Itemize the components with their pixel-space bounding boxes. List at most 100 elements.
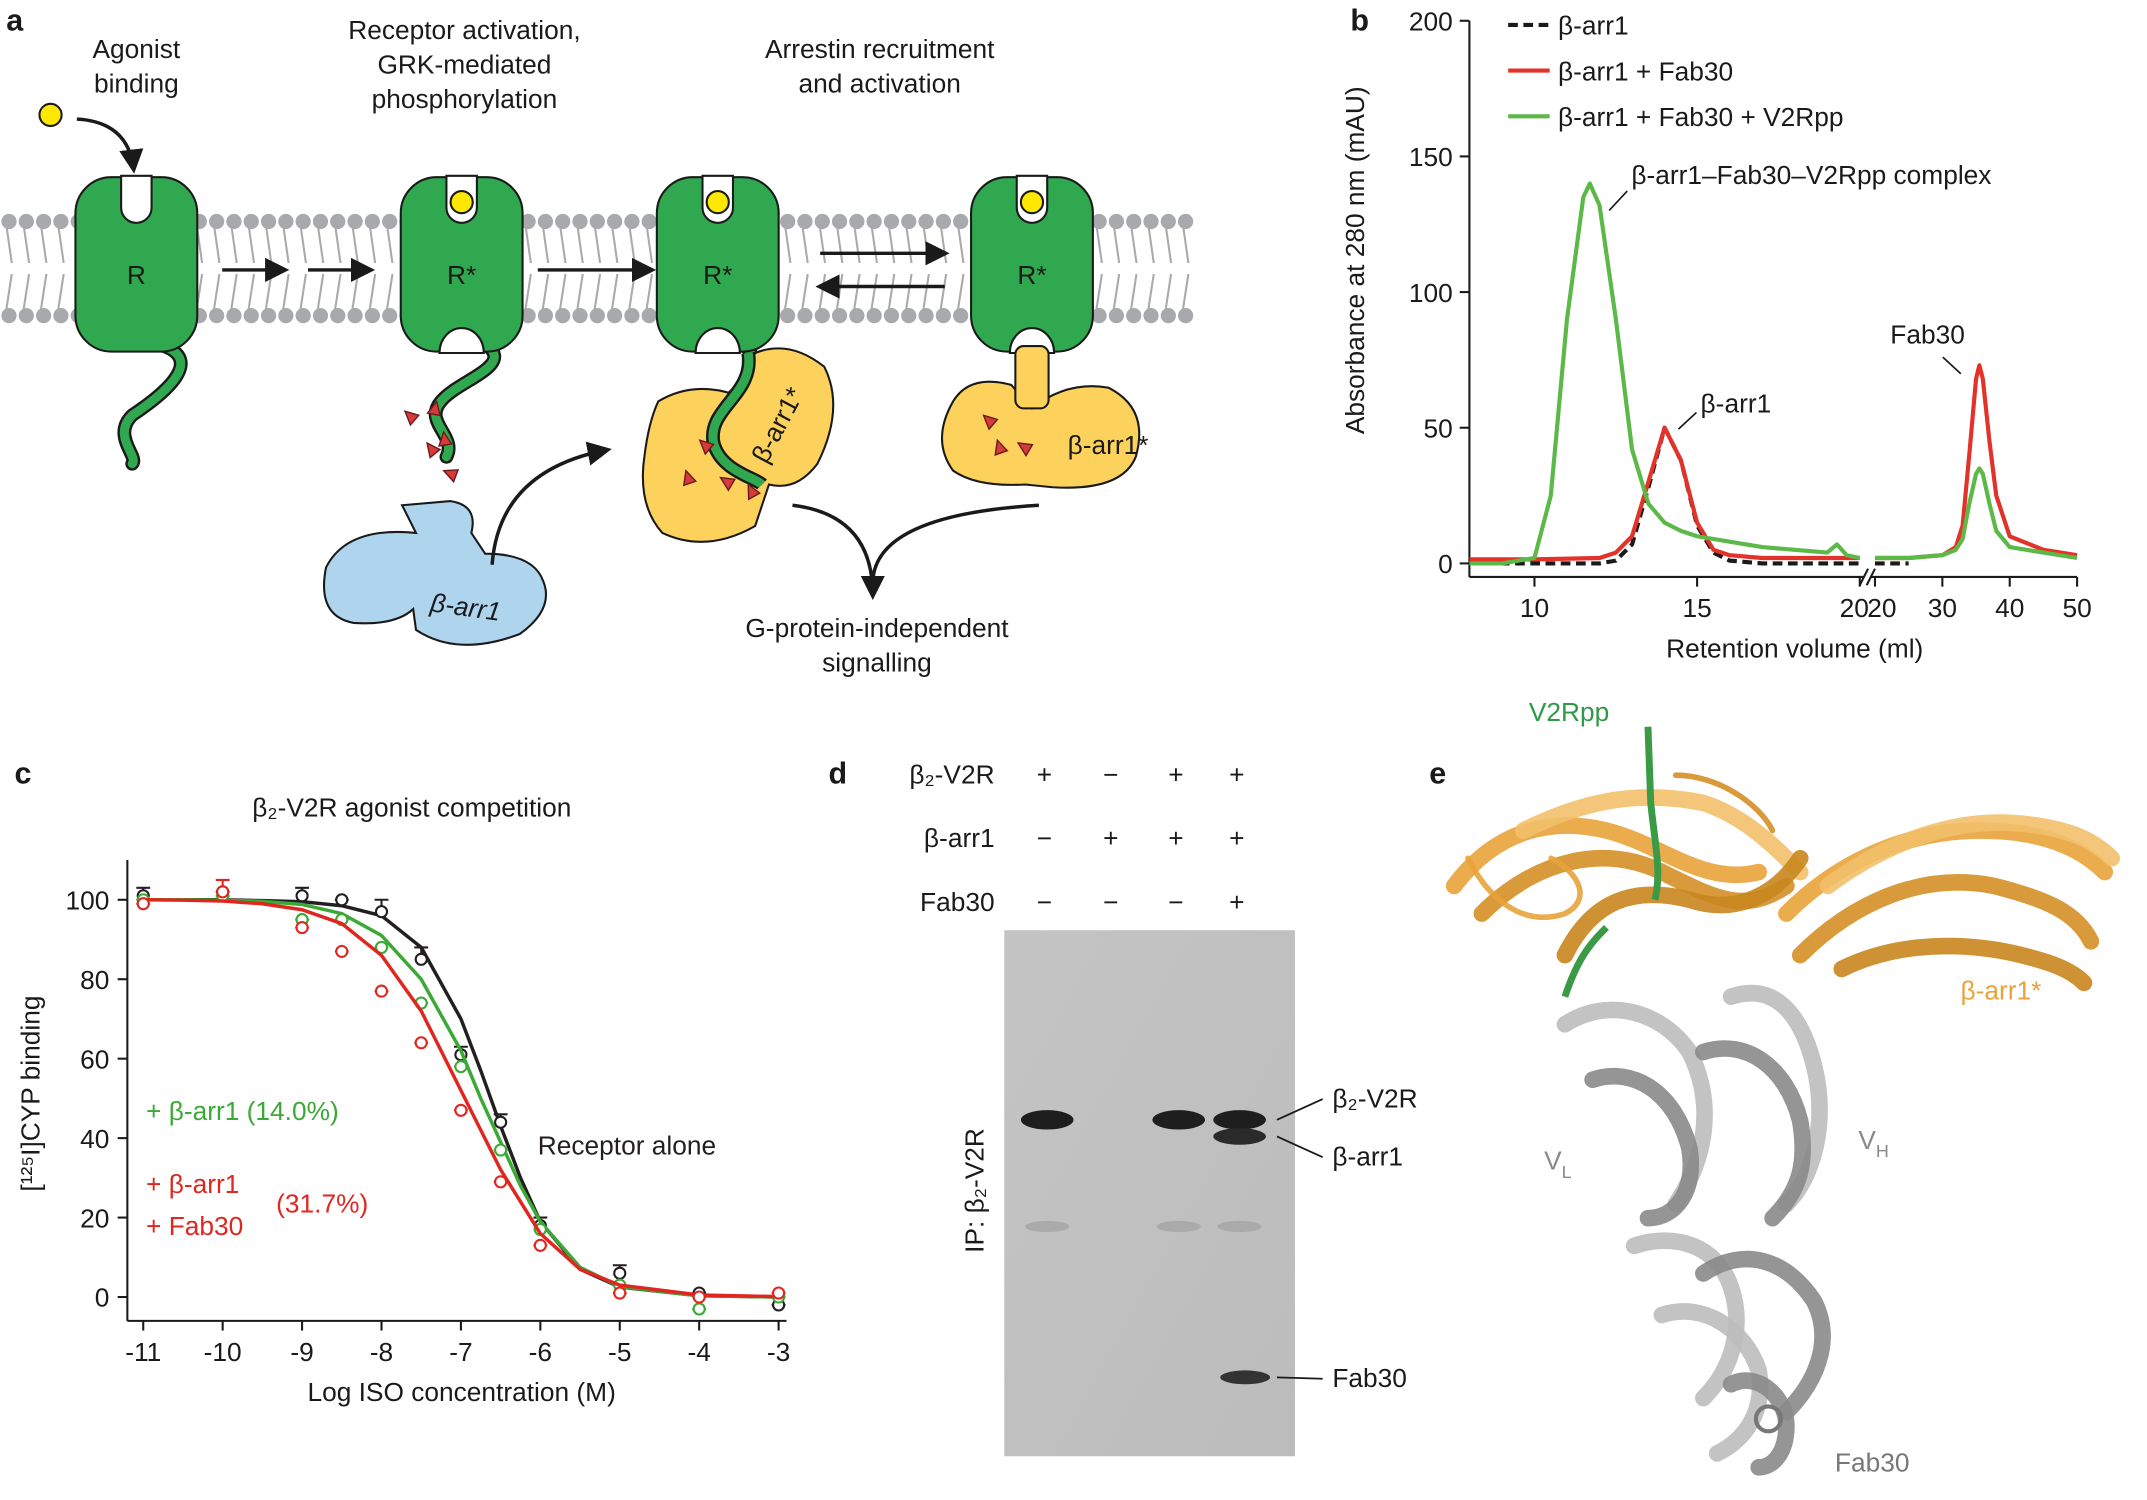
y-tick-label: 40 bbox=[80, 1124, 109, 1154]
panel-label: b bbox=[1350, 3, 1369, 37]
phosphate bbox=[437, 430, 453, 447]
lipid-head bbox=[953, 213, 969, 230]
lipid-tail bbox=[1181, 273, 1190, 311]
lipid-head bbox=[1143, 307, 1159, 324]
band bbox=[1213, 1110, 1266, 1130]
y-tick-label: 0 bbox=[1438, 549, 1453, 579]
band-leader bbox=[1276, 1098, 1324, 1121]
lipid-tail bbox=[853, 224, 861, 264]
gel bbox=[1004, 930, 1295, 1457]
lipid-tail bbox=[904, 224, 913, 264]
series-line bbox=[1469, 181, 1861, 566]
lipid-tail bbox=[576, 273, 584, 311]
phosphate bbox=[403, 410, 420, 427]
side-label: IP: β₂-V2R bbox=[960, 1128, 990, 1253]
fab-loop bbox=[1753, 1404, 1783, 1434]
lipid-tail bbox=[1147, 224, 1155, 264]
lipid-tail bbox=[922, 273, 930, 311]
receptor-tail bbox=[120, 341, 186, 469]
lipid-head bbox=[901, 307, 917, 324]
x-tick-label: -7 bbox=[449, 1337, 472, 1367]
lipid-tail bbox=[1181, 224, 1190, 264]
y-tick-label: 100 bbox=[1409, 278, 1453, 308]
lipid-head bbox=[849, 307, 865, 324]
fab-ribbon bbox=[1695, 1250, 1831, 1421]
fit-curve bbox=[143, 898, 779, 1299]
agonist bbox=[449, 189, 474, 215]
y-tick-label: 100 bbox=[65, 885, 109, 915]
lipid-tail bbox=[39, 224, 48, 264]
lipid-head bbox=[53, 307, 69, 324]
lipid-tail bbox=[835, 224, 844, 264]
step-caption: phosphorylation bbox=[372, 84, 558, 114]
lipid-head bbox=[1143, 213, 1159, 230]
lipid-tail bbox=[524, 224, 532, 264]
lipid-head bbox=[1108, 213, 1125, 230]
lipid-tail bbox=[282, 273, 290, 311]
receptor-tail bbox=[708, 352, 766, 489]
y-tick-label: 200 bbox=[1409, 6, 1453, 36]
lipid-head bbox=[780, 307, 796, 324]
agonist bbox=[1019, 189, 1045, 215]
lipid-head bbox=[572, 213, 588, 230]
x-axis-label: Retention volume (ml) bbox=[1666, 634, 1923, 664]
lipid-tail bbox=[939, 273, 948, 311]
step-caption: Receptor activation, bbox=[348, 15, 580, 45]
lipid-head bbox=[1160, 213, 1176, 230]
axis-break bbox=[1865, 568, 1876, 586]
x-tick-label: -9 bbox=[290, 1337, 313, 1367]
chart-title: β₂-V2R agonist competition bbox=[252, 793, 571, 823]
sign: − bbox=[1103, 887, 1118, 917]
lipid-tail bbox=[610, 273, 619, 311]
y-tick-label: 80 bbox=[80, 965, 109, 995]
lipid-head bbox=[243, 213, 259, 230]
annotation: + β-arr1 bbox=[146, 1169, 239, 1199]
data-point bbox=[414, 1036, 428, 1050]
phosphate bbox=[426, 441, 442, 459]
lipid-head bbox=[520, 213, 536, 230]
lipid-tail bbox=[887, 273, 896, 311]
lipid-tail bbox=[576, 224, 584, 264]
lipid-tail bbox=[870, 224, 878, 264]
data-point bbox=[454, 1060, 468, 1074]
intracellular-cavity bbox=[438, 327, 485, 355]
faint-band bbox=[1217, 1220, 1262, 1232]
y-tick-label: 0 bbox=[95, 1283, 110, 1313]
lipid-tail bbox=[230, 224, 238, 264]
lipid-tail bbox=[593, 273, 602, 311]
axis-break bbox=[1858, 568, 1869, 586]
arrestin-ribbon bbox=[1556, 849, 1809, 964]
lipid-head bbox=[243, 307, 259, 324]
faint-band bbox=[1156, 1220, 1201, 1232]
y-tick-label: 20 bbox=[80, 1203, 109, 1233]
step-caption: binding bbox=[94, 69, 179, 99]
receptor-core bbox=[1014, 345, 1050, 410]
lipid-tail bbox=[541, 224, 550, 264]
lipid-head bbox=[831, 213, 848, 230]
fab-ribbon bbox=[1653, 1303, 1769, 1462]
lipid-head bbox=[209, 307, 225, 324]
agonist bbox=[38, 102, 63, 128]
lipid-head bbox=[382, 307, 398, 324]
phosphate bbox=[442, 469, 460, 484]
lipid-head bbox=[641, 213, 657, 230]
legend-label: β-arr1 bbox=[1558, 11, 1629, 41]
lipid-tail bbox=[1129, 224, 1138, 264]
lipid-head bbox=[797, 307, 813, 324]
lipid-tail bbox=[212, 224, 221, 264]
lipid-tail bbox=[956, 273, 965, 311]
lipid-head bbox=[849, 213, 865, 230]
panel-label: a bbox=[6, 3, 24, 37]
lipid-head bbox=[624, 307, 640, 324]
faint-band bbox=[1025, 1220, 1070, 1232]
lipid-head bbox=[814, 307, 830, 324]
domain-label: VH bbox=[1858, 1125, 1889, 1161]
lipid-head bbox=[953, 307, 969, 324]
lipid-tail bbox=[5, 224, 13, 264]
band-label: β-arr1 bbox=[1332, 1142, 1403, 1172]
step-caption: Agonist bbox=[92, 34, 180, 64]
lipid-tail bbox=[385, 273, 394, 311]
x-tick-label: -3 bbox=[767, 1337, 790, 1367]
series-line bbox=[1469, 425, 1860, 562]
